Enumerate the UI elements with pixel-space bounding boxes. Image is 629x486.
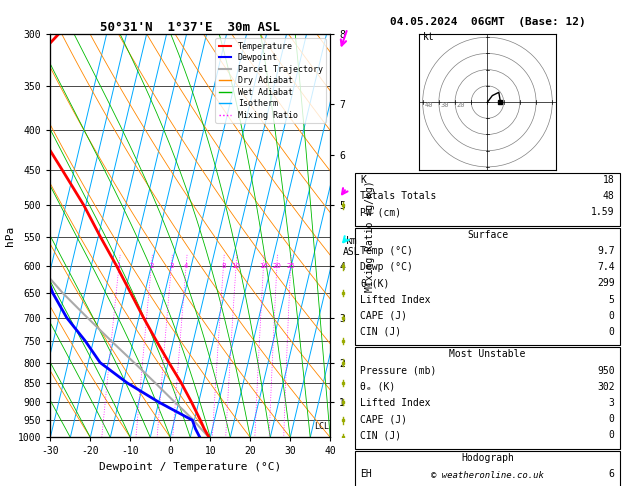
- Text: Surface: Surface: [467, 230, 508, 240]
- Text: 20: 20: [272, 263, 281, 269]
- Text: 04.05.2024  06GMT  (Base: 12): 04.05.2024 06GMT (Base: 12): [389, 17, 586, 27]
- Text: 16: 16: [259, 263, 268, 269]
- Text: PW (cm): PW (cm): [360, 207, 401, 217]
- Text: 6: 6: [609, 469, 615, 480]
- Text: CIN (J): CIN (J): [360, 327, 401, 337]
- Text: Totals Totals: Totals Totals: [360, 191, 437, 201]
- Y-axis label: Mixing Ratio (g/kg): Mixing Ratio (g/kg): [365, 180, 375, 292]
- Text: 0: 0: [609, 430, 615, 440]
- Text: 299: 299: [597, 278, 615, 289]
- Text: Pressure (mb): Pressure (mb): [360, 366, 437, 376]
- Text: 0: 0: [609, 327, 615, 337]
- Text: 0: 0: [609, 311, 615, 321]
- Text: 40: 40: [425, 102, 433, 108]
- Y-axis label: hPa: hPa: [5, 226, 15, 246]
- Text: 0: 0: [609, 414, 615, 424]
- Text: 48: 48: [603, 191, 615, 201]
- Text: 302: 302: [597, 382, 615, 392]
- Text: θₑ (K): θₑ (K): [360, 382, 396, 392]
- Text: 25: 25: [286, 263, 295, 269]
- Text: K: K: [360, 175, 366, 185]
- Text: Lifted Index: Lifted Index: [360, 398, 431, 408]
- Text: Hodograph: Hodograph: [461, 453, 514, 463]
- Text: CAPE (J): CAPE (J): [360, 311, 408, 321]
- Text: 3: 3: [169, 263, 174, 269]
- Text: 4: 4: [184, 263, 188, 269]
- Text: LCL: LCL: [314, 422, 330, 431]
- Text: 30: 30: [440, 102, 449, 108]
- Text: © weatheronline.co.uk: © weatheronline.co.uk: [431, 471, 544, 480]
- Text: kt: kt: [423, 33, 435, 42]
- Text: 3: 3: [609, 398, 615, 408]
- Text: CIN (J): CIN (J): [360, 430, 401, 440]
- Text: θₑ(K): θₑ(K): [360, 278, 390, 289]
- Y-axis label: km
ASL: km ASL: [343, 236, 361, 257]
- Text: 18: 18: [603, 175, 615, 185]
- Text: 10: 10: [231, 263, 240, 269]
- Text: Most Unstable: Most Unstable: [449, 349, 526, 360]
- Text: 2: 2: [149, 263, 153, 269]
- Legend: Temperature, Dewpoint, Parcel Trajectory, Dry Adiabat, Wet Adiabat, Isotherm, Mi: Temperature, Dewpoint, Parcel Trajectory…: [215, 38, 326, 123]
- Text: 9.7: 9.7: [597, 246, 615, 257]
- Text: 7.4: 7.4: [597, 262, 615, 273]
- Text: Temp (°C): Temp (°C): [360, 246, 413, 257]
- Text: 1: 1: [117, 263, 121, 269]
- Text: 950: 950: [597, 366, 615, 376]
- Title: 50°31'N  1°37'E  30m ASL: 50°31'N 1°37'E 30m ASL: [100, 21, 281, 34]
- X-axis label: Dewpoint / Temperature (°C): Dewpoint / Temperature (°C): [99, 462, 281, 472]
- Text: Dewp (°C): Dewp (°C): [360, 262, 413, 273]
- Text: 8: 8: [221, 263, 226, 269]
- Text: CAPE (J): CAPE (J): [360, 414, 408, 424]
- Text: 20: 20: [457, 102, 465, 108]
- Text: 1.59: 1.59: [591, 207, 615, 217]
- Text: 5: 5: [609, 295, 615, 305]
- Text: EH: EH: [360, 469, 372, 480]
- Text: Lifted Index: Lifted Index: [360, 295, 431, 305]
